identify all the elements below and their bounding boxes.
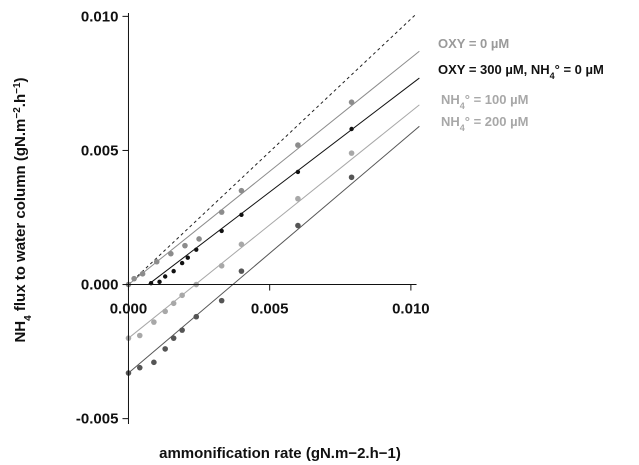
data-point-series-0 xyxy=(196,236,202,242)
data-point-series-3 xyxy=(170,335,177,341)
data-point-series-3 xyxy=(193,313,200,320)
data-point-series-1 xyxy=(179,260,185,266)
data-point-series-3 xyxy=(295,222,301,229)
fit-line-series-2 xyxy=(128,104,420,339)
legend-label-oxy-300: OXY = 300 µM, NH4° = 0 µM xyxy=(438,62,604,81)
legend-label-oxy-0: OXY = 0 µM xyxy=(438,36,509,51)
y-tick-label: 0.000 xyxy=(81,277,119,294)
y-tick-label: 0.005 xyxy=(81,142,119,159)
data-point-series-2 xyxy=(170,300,177,307)
data-point-series-1 xyxy=(295,169,301,175)
y-tick-label: -0.005 xyxy=(76,411,119,428)
reference-line xyxy=(128,13,417,285)
fit-lines-layer xyxy=(128,50,420,374)
x-tick-label: 0.010 xyxy=(392,301,430,318)
data-point-series-2 xyxy=(136,332,143,339)
legend-label-nh4-200: NH4° = 200 µM xyxy=(441,114,528,133)
ticks-layer: 0.010 0.005 0.000 -0.005 0.000 0.005 0.010 xyxy=(76,8,430,427)
data-point-series-3 xyxy=(151,359,157,366)
data-point-series-1 xyxy=(239,212,244,218)
data-point-series-0 xyxy=(153,258,160,265)
fit-line-series-0 xyxy=(128,50,420,285)
data-point-series-0 xyxy=(139,271,146,277)
fit-line-series-1 xyxy=(147,77,420,285)
data-point-series-0 xyxy=(168,250,174,257)
data-point-series-3 xyxy=(218,297,225,304)
data-point-series-1 xyxy=(171,268,176,274)
data-point-series-2 xyxy=(218,262,225,269)
data-point-series-1 xyxy=(349,126,354,132)
data-point-series-3 xyxy=(238,268,245,274)
data-point-series-1 xyxy=(219,228,224,234)
data-point-series-2 xyxy=(238,241,245,248)
data-point-series-3 xyxy=(179,327,185,333)
data-point-series-1 xyxy=(185,255,190,260)
data-point-series-0 xyxy=(238,187,245,194)
data-point-series-0 xyxy=(348,99,355,105)
data-point-series-2 xyxy=(179,292,185,299)
data-point-series-2 xyxy=(162,308,168,315)
data-point-series-1 xyxy=(157,279,162,285)
fit-line-series-3 xyxy=(128,125,420,374)
x-tick-label: 0.000 xyxy=(110,301,148,318)
reference-line-layer xyxy=(128,13,417,285)
x-axis-title: ammonification rate (gN.m−2.h−1) xyxy=(159,445,401,462)
data-points-layer xyxy=(125,99,355,376)
data-point-series-1 xyxy=(162,274,168,279)
data-point-series-3 xyxy=(162,346,168,352)
x-tick-label: 0.005 xyxy=(251,301,289,318)
data-point-series-2 xyxy=(151,319,157,325)
data-point-series-3 xyxy=(348,174,355,181)
legend: OXY = 0 µM OXY = 300 µM, NH4° = 0 µM NH4… xyxy=(438,36,604,133)
data-point-series-0 xyxy=(131,275,137,282)
data-point-series-3 xyxy=(136,364,143,371)
data-point-series-2 xyxy=(348,150,355,156)
y-axis-title: NH4 flux to water column (gN.m−2.h−1) xyxy=(12,77,34,342)
legend-label-nh4-100: NH4° = 100 µM xyxy=(441,92,528,111)
y-tick-label: 0.010 xyxy=(81,8,119,25)
data-point-series-0 xyxy=(182,242,188,249)
data-point-series-1 xyxy=(194,247,199,252)
data-point-series-2 xyxy=(295,195,301,202)
data-point-series-0 xyxy=(218,209,225,215)
data-point-series-0 xyxy=(295,142,301,148)
